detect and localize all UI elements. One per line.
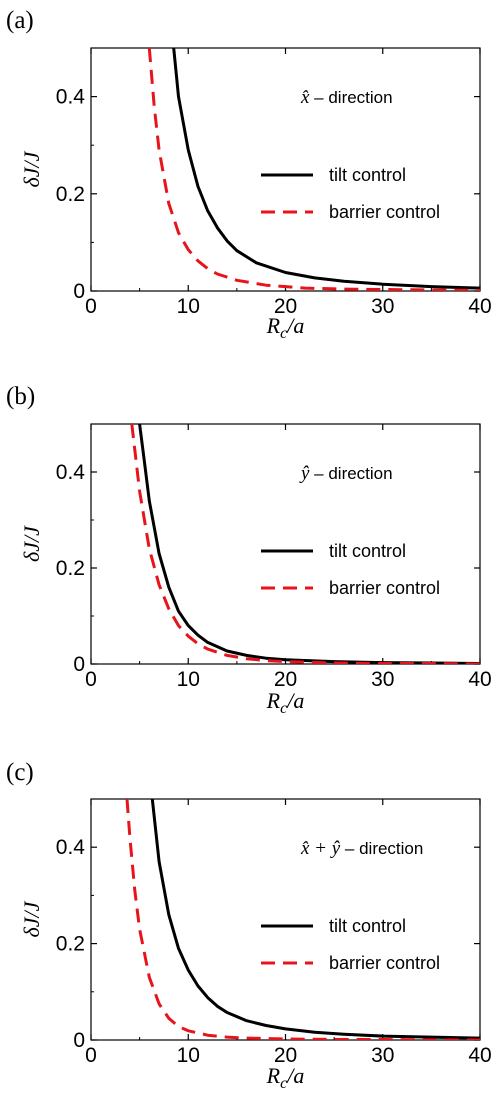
x-tick-label: 20 <box>274 668 297 691</box>
legend-label: tilt control <box>329 541 406 561</box>
direction-text: – direction <box>309 88 392 107</box>
x-tick-label: 10 <box>177 295 200 318</box>
series-line-barrier-control <box>147 48 480 291</box>
x-tick-label: 0 <box>85 295 97 318</box>
panel-b: (b) 0 10 20 30 40 0 0.2 0.4 ŷ – direction tilt con… <box>6 383 492 717</box>
direction-annotation: x̂ + ŷ – direction <box>300 838 423 859</box>
panel-c: (c) 0 10 20 30 40 0 0.2 0.4 x̂ + ŷ – direction til… <box>6 759 492 1092</box>
x-tick-label: 40 <box>468 668 491 691</box>
x-tick-label: 10 <box>177 1044 200 1067</box>
y-tick-label: 0.4 <box>56 461 86 484</box>
direction-text: – direction <box>340 839 423 858</box>
y-tick-label: 0 <box>73 280 85 303</box>
y-tick-label: 0 <box>73 653 85 676</box>
legend-label: tilt control <box>329 165 406 185</box>
series-line-tilt-control <box>150 799 480 1040</box>
legend-label: barrier control <box>329 202 440 222</box>
direction-symbol: ŷ <box>299 463 310 484</box>
y-tick-label: 0.4 <box>56 836 86 859</box>
panel-label: (a) <box>6 7 34 34</box>
x-tick-label: 0 <box>85 668 97 691</box>
x-tick-label: 30 <box>371 295 394 318</box>
direction-annotation: ŷ – direction <box>299 463 393 484</box>
y-tick-label: 0 <box>73 1029 85 1052</box>
x-tick-label: 10 <box>177 668 200 691</box>
direction-text: – direction <box>309 464 392 483</box>
y-tick-label: 0.2 <box>56 183 85 206</box>
x-axis-title: Rc/a <box>266 313 305 342</box>
x-tick-label: 0 <box>85 1044 97 1067</box>
legend-label: tilt control <box>329 916 406 936</box>
y-axis-title: δJ/J <box>19 900 44 937</box>
legend-label: barrier control <box>329 953 440 973</box>
y-axis-title: δJ/J <box>19 525 44 562</box>
direction-symbol: x̂ <box>300 87 310 108</box>
y-tick-label: 0.2 <box>56 933 85 956</box>
series-line-tilt-control <box>138 424 480 664</box>
panel-label: (c) <box>6 759 34 786</box>
x-tick-label: 30 <box>371 1044 394 1067</box>
y-tick-label: 0.2 <box>56 557 85 580</box>
y-axis-title: δJ/J <box>19 150 44 187</box>
x-tick-label: 40 <box>468 1044 491 1067</box>
x-tick-label: 40 <box>468 295 491 318</box>
y-tick-label: 0.4 <box>56 86 86 109</box>
x-tick-label: 30 <box>371 668 394 691</box>
series-line-barrier-control <box>130 424 480 664</box>
legend-label: barrier control <box>329 578 440 598</box>
direction-annotation: x̂ – direction <box>300 87 393 108</box>
x-axis-title: Rc/a <box>266 688 305 717</box>
panel-a: (a) 0 10 20 30 40 0 0.2 0.4 x̂ – direction tilt co… <box>6 7 492 342</box>
x-axis-title: Rc/a <box>266 1063 305 1092</box>
x-tick-label: 20 <box>274 295 297 318</box>
plot-frame <box>90 798 481 1041</box>
panel-label: (b) <box>6 383 35 410</box>
series-line-tilt-control <box>172 48 480 290</box>
direction-symbol: x̂ + ŷ <box>300 838 341 859</box>
x-tick-label: 20 <box>274 1044 297 1067</box>
plot-frame <box>90 47 481 292</box>
series-line-barrier-control <box>125 799 480 1040</box>
